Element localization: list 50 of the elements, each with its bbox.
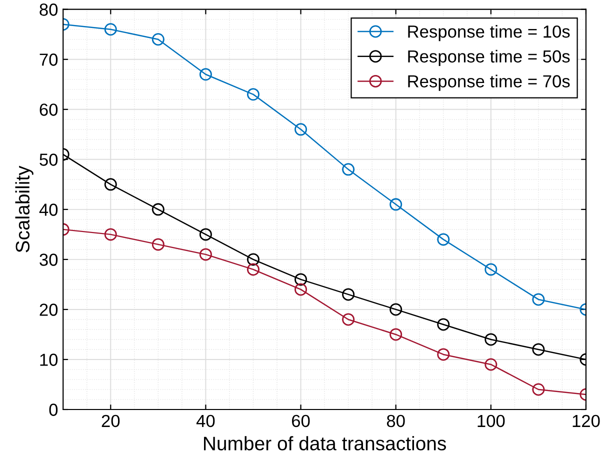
point bbox=[532, 383, 545, 396]
y-tick-label: 30 bbox=[40, 254, 58, 266]
point bbox=[294, 273, 308, 286]
point bbox=[246, 253, 260, 266]
x-tick-label: 80 bbox=[386, 414, 405, 428]
y-tick-label: 10 bbox=[40, 354, 58, 366]
point bbox=[199, 68, 212, 81]
x-axis-title: Number of data transactions bbox=[204, 436, 446, 450]
point bbox=[246, 88, 260, 101]
point bbox=[532, 343, 545, 356]
x-tick-label: 60 bbox=[292, 414, 310, 428]
point bbox=[342, 288, 355, 301]
legend-label: Response time = 70s bbox=[408, 74, 570, 91]
point bbox=[437, 318, 450, 331]
point bbox=[342, 313, 355, 326]
x-tick-label: 100 bbox=[478, 414, 505, 428]
point bbox=[246, 263, 260, 276]
point bbox=[152, 33, 164, 46]
point bbox=[484, 358, 498, 371]
point bbox=[199, 248, 212, 261]
x-tick-label: 20 bbox=[102, 414, 120, 428]
point bbox=[104, 228, 117, 241]
y-axis-title: Scalability bbox=[15, 166, 34, 252]
point bbox=[437, 233, 450, 246]
y-tick-label: 20 bbox=[40, 304, 58, 316]
point bbox=[484, 333, 498, 346]
y-tick-label: 0 bbox=[49, 404, 58, 416]
point bbox=[294, 123, 308, 136]
point bbox=[484, 263, 498, 276]
point bbox=[390, 328, 402, 341]
point bbox=[152, 238, 164, 251]
point bbox=[532, 293, 545, 306]
point bbox=[294, 283, 308, 296]
x-tick-label: 120 bbox=[572, 414, 600, 428]
y-tick-label: 80 bbox=[40, 4, 58, 16]
point bbox=[390, 198, 402, 211]
legend-label: Response time = 10s bbox=[408, 24, 570, 42]
point bbox=[152, 203, 164, 216]
y-tick-label: 70 bbox=[40, 54, 58, 66]
point bbox=[104, 23, 117, 36]
y-tick-label: 40 bbox=[39, 204, 58, 216]
y-tick-label: 50 bbox=[40, 154, 58, 166]
point bbox=[437, 348, 450, 361]
point bbox=[104, 178, 117, 191]
y-tick-label: 60 bbox=[40, 104, 58, 116]
legend-label: Response time = 50s bbox=[408, 50, 570, 66]
point bbox=[199, 228, 212, 241]
x-tick-label: 40 bbox=[196, 414, 215, 428]
point bbox=[342, 163, 355, 176]
point bbox=[390, 303, 402, 316]
